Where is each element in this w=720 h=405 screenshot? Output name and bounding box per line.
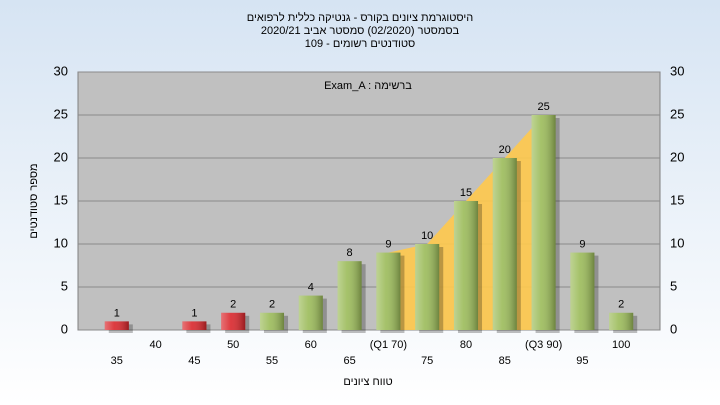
- title-line: בסמסטר (02/2020) סמסטר אביב 2020/21: [261, 25, 460, 37]
- y-tick-label: 25: [54, 106, 68, 121]
- bar-shine: [376, 252, 401, 330]
- y2-tick-label: 15: [670, 192, 684, 207]
- bar-shine: [298, 295, 323, 330]
- bar-shine: [104, 321, 129, 330]
- value-label: 20: [499, 144, 511, 156]
- bar-shine: [531, 115, 556, 330]
- y2-tick-label: 25: [670, 106, 684, 121]
- bar-shine: [609, 312, 634, 330]
- y-tick-label: 10: [54, 235, 68, 250]
- y-tick-label: 30: [54, 63, 68, 78]
- x-tick-label: (Q1 70): [370, 339, 407, 351]
- x-tick-label: 85: [499, 355, 511, 367]
- value-label: 1: [191, 307, 197, 319]
- x-tick-label: 45: [188, 355, 200, 367]
- y-tick-label: 5: [61, 278, 68, 293]
- x-axis-label: טווח ציונים: [343, 376, 392, 388]
- x-tick-label: 100: [612, 339, 630, 351]
- x-tick-label: 60: [305, 339, 317, 351]
- value-label: 9: [385, 239, 391, 251]
- bar-shine: [415, 244, 440, 330]
- value-label: 9: [579, 239, 585, 251]
- x-tick-label: 75: [421, 355, 433, 367]
- annotation: Exam_A : ברשימה: [324, 80, 412, 92]
- bar-shine: [182, 321, 207, 330]
- value-label: 8: [347, 247, 353, 259]
- value-label: 2: [269, 299, 275, 311]
- value-label: 1: [114, 307, 120, 319]
- y-tick-label: 15: [54, 192, 68, 207]
- y2-tick-label: 0: [670, 321, 677, 336]
- x-tick-label: 50: [227, 339, 239, 351]
- bar-shine: [453, 201, 479, 330]
- title-line: סטודנטים רשומים - 109: [305, 38, 416, 50]
- y2-tick-label: 5: [670, 278, 677, 293]
- y2-tick-label: 20: [670, 149, 684, 164]
- bar-shine: [337, 261, 362, 330]
- value-label: 4: [308, 282, 314, 294]
- bar-shine: [570, 252, 595, 330]
- bar-shine: [259, 312, 285, 330]
- bar-shine: [492, 158, 517, 330]
- y-tick-label: 20: [54, 149, 68, 164]
- x-tick-label: 95: [576, 355, 588, 367]
- y-axis-label: מספר סטודנטים: [28, 163, 40, 238]
- value-label: 25: [537, 101, 549, 113]
- x-tick-label: 80: [460, 339, 472, 351]
- bar-shine: [221, 312, 246, 330]
- value-label: 2: [618, 299, 624, 311]
- y2-tick-label: 30: [670, 63, 684, 78]
- y-tick-label: 0: [61, 321, 68, 336]
- x-tick-label: 40: [149, 339, 161, 351]
- value-label: 15: [460, 187, 472, 199]
- value-label: 10: [421, 230, 433, 242]
- y2-tick-label: 10: [670, 235, 684, 250]
- x-tick-label: (Q3 90): [525, 339, 562, 351]
- x-tick-label: 55: [266, 355, 278, 367]
- value-label: 2: [230, 299, 236, 311]
- title-line: היסטוגרמת ציונים בקורס - גנטיקה כללית לר…: [247, 11, 474, 24]
- x-tick-label: 65: [343, 355, 355, 367]
- x-tick-label: 35: [111, 355, 123, 367]
